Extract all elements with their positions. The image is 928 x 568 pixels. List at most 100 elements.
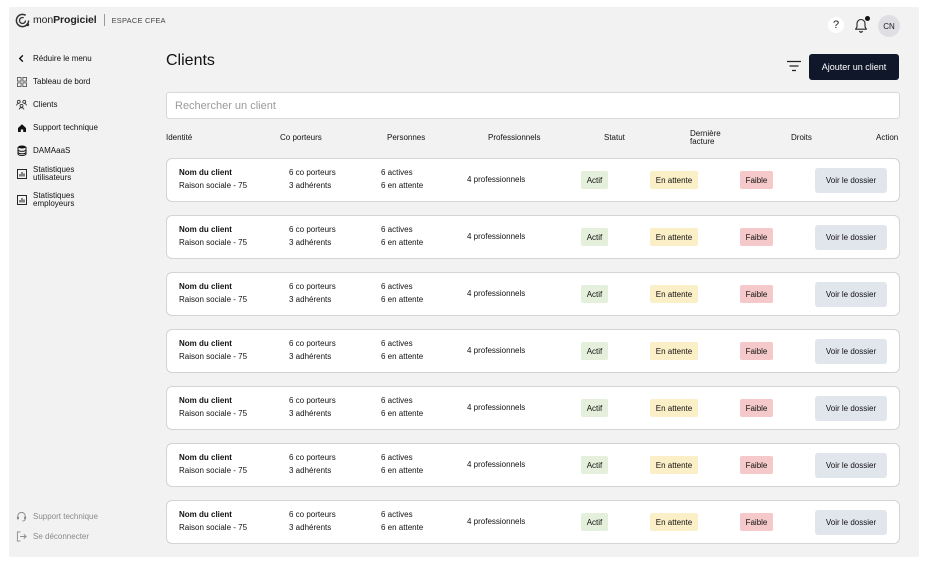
client-personnes: 6 actives 6 en attente (381, 395, 423, 420)
filter-button[interactable] (786, 59, 802, 73)
column-header-droits: Droits (791, 133, 812, 142)
pending-count: 6 en attente (381, 351, 424, 361)
search-input[interactable]: Rechercher un client (166, 92, 900, 119)
column-header-derniere-facture: Dernière facture (690, 130, 721, 146)
status-badge: Actif (581, 513, 608, 531)
table-row[interactable]: Nom du client Raison sociale - 75 6 co por… (166, 329, 900, 373)
help-button[interactable]: ? (828, 17, 844, 33)
table-row[interactable]: Nom du client Raison sociale - 75 6 co por… (166, 500, 900, 544)
sidebar-item-collapse-menu[interactable]: Réduire le menu (16, 53, 92, 64)
actives-count: 6 actives (381, 339, 413, 348)
sidebar-item-user-stats[interactable]: Statistiques utilisateurs (16, 166, 74, 182)
client-coporteurs: 6 co porteurs 3 adhérents (289, 281, 336, 306)
view-file-button[interactable]: Voir le dossier (815, 453, 887, 478)
client-coporteurs: 6 co porteurs 3 adhérents (289, 452, 336, 477)
avatar[interactable]: CN (878, 15, 900, 37)
client-coporteurs: 6 co porteurs 3 adhérents (289, 509, 336, 534)
client-name: Nom du client (179, 510, 232, 519)
client-company: Raison sociale - 75 (179, 237, 248, 247)
table-row[interactable]: Nom du client Raison sociale - 75 6 co por… (166, 158, 900, 202)
view-file-button[interactable]: Voir le dossier (815, 225, 887, 250)
client-identity: Nom du client Raison sociale - 75 (179, 509, 247, 534)
client-professionnels: 4 professionnels (467, 517, 526, 526)
client-coporteurs: 6 co porteurs 3 adhérents (289, 167, 336, 192)
client-identity: Nom du client Raison sociale - 75 (179, 338, 247, 363)
help-label: ? (832, 19, 840, 31)
status-badge: Actif (581, 456, 608, 474)
status-badge: Actif (581, 228, 608, 246)
table-row[interactable]: Nom du client Raison sociale - 75 6 co por… (166, 386, 900, 430)
client-professionnels: 4 professionnels (467, 289, 526, 298)
actives-count: 6 actives (381, 282, 413, 291)
rights-badge: Faible (740, 285, 773, 303)
client-identity: Nom du client Raison sociale - 75 (179, 281, 247, 306)
notification-dot (865, 16, 870, 21)
sidebar-item-label-line2: utilisateurs (33, 173, 72, 182)
client-identity: Nom du client Raison sociale - 75 (179, 395, 247, 420)
notifications-button[interactable] (854, 16, 870, 34)
client-name: Nom du client (179, 282, 232, 291)
table-row[interactable]: Nom du client Raison sociale - 75 6 co por… (166, 272, 900, 316)
sidebar-item-label-line2: employeurs (33, 199, 75, 208)
view-file-button[interactable]: Voir le dossier (815, 339, 887, 364)
actives-count: 6 actives (381, 168, 413, 177)
client-company: Raison sociale - 75 (179, 180, 248, 190)
coporteurs-count: 6 co porteurs (289, 282, 336, 291)
view-file-button[interactable]: Voir le dossier (815, 396, 887, 421)
sidebar-item-clients[interactable]: Clients (16, 99, 57, 110)
sidebar-item-damaaas[interactable]: DAMAaaS (16, 145, 70, 156)
chevron-left-icon (16, 53, 27, 64)
table-row[interactable]: Nom du client Raison sociale - 75 6 co por… (166, 443, 900, 487)
sidebar-bottom-support[interactable]: Support technique (16, 511, 98, 522)
actives-count: 6 actives (381, 453, 413, 462)
client-company: Raison sociale - 75 (179, 408, 248, 418)
pending-count: 6 en attente (381, 294, 424, 304)
table-row[interactable]: Nom du client Raison sociale - 75 6 co por… (166, 215, 900, 259)
coporteurs-count: 6 co porteurs (289, 168, 336, 177)
actives-count: 6 actives (381, 510, 413, 519)
adherents-count: 3 adhérents (289, 522, 332, 532)
client-personnes: 6 actives 6 en attente (381, 167, 423, 192)
sidebar-item-employer-stats[interactable]: Statistiques employeurs (16, 192, 74, 208)
status-badge: Actif (581, 342, 608, 360)
home-icon (16, 122, 27, 133)
client-company: Raison sociale - 75 (179, 351, 248, 361)
column-header-action: Action (876, 133, 899, 142)
add-client-button[interactable]: Ajouter un client (809, 54, 899, 80)
sidebar-item-support[interactable]: Support technique (16, 122, 98, 133)
top-bar: monProgiciel ESPACE CFEA ? CN (9, 7, 919, 41)
logo[interactable]: monProgiciel ESPACE CFEA (15, 13, 166, 27)
adherents-count: 3 adhérents (289, 465, 332, 475)
logout-icon (16, 531, 27, 542)
logo-divider (103, 14, 105, 26)
client-name: Nom du client (179, 396, 232, 405)
brand-name: monProgiciel (33, 14, 97, 26)
users-icon (16, 99, 27, 110)
status-badge: Actif (581, 171, 608, 189)
sidebar-item-label: Statistiques utilisateurs (33, 166, 74, 182)
invoice-badge: En attente (650, 399, 698, 417)
column-header-identity: Identité (166, 133, 193, 142)
view-file-button[interactable]: Voir le dossier (815, 510, 887, 535)
status-badge: Actif (581, 399, 608, 417)
view-file-button[interactable]: Voir le dossier (815, 282, 887, 307)
adherents-count: 3 adhérents (289, 408, 332, 418)
invoice-badge: En attente (650, 456, 698, 474)
pending-count: 6 en attente (381, 465, 424, 475)
brand-name-light: mon (33, 14, 54, 26)
column-header-personnes: Personnes (387, 133, 426, 142)
pending-count: 6 en attente (381, 522, 424, 532)
client-personnes: 6 actives 6 en attente (381, 509, 423, 534)
space-label: ESPACE CFEA (111, 15, 166, 25)
client-personnes: 6 actives 6 en attente (381, 224, 423, 249)
logo-icon (15, 13, 30, 27)
client-identity: Nom du client Raison sociale - 75 (179, 452, 247, 477)
database-icon (16, 145, 27, 156)
sidebar-bottom-logout[interactable]: Se déconnecter (16, 531, 89, 542)
view-file-button[interactable]: Voir le dossier (815, 168, 887, 193)
brand-name-bold: Progiciel (53, 14, 97, 26)
rights-badge: Faible (740, 171, 773, 189)
sidebar-item-label: Statistiques employeurs (33, 192, 74, 208)
sidebar-item-dashboard[interactable]: Tableau de bord (16, 76, 90, 87)
column-header-line2: facture (690, 137, 715, 146)
